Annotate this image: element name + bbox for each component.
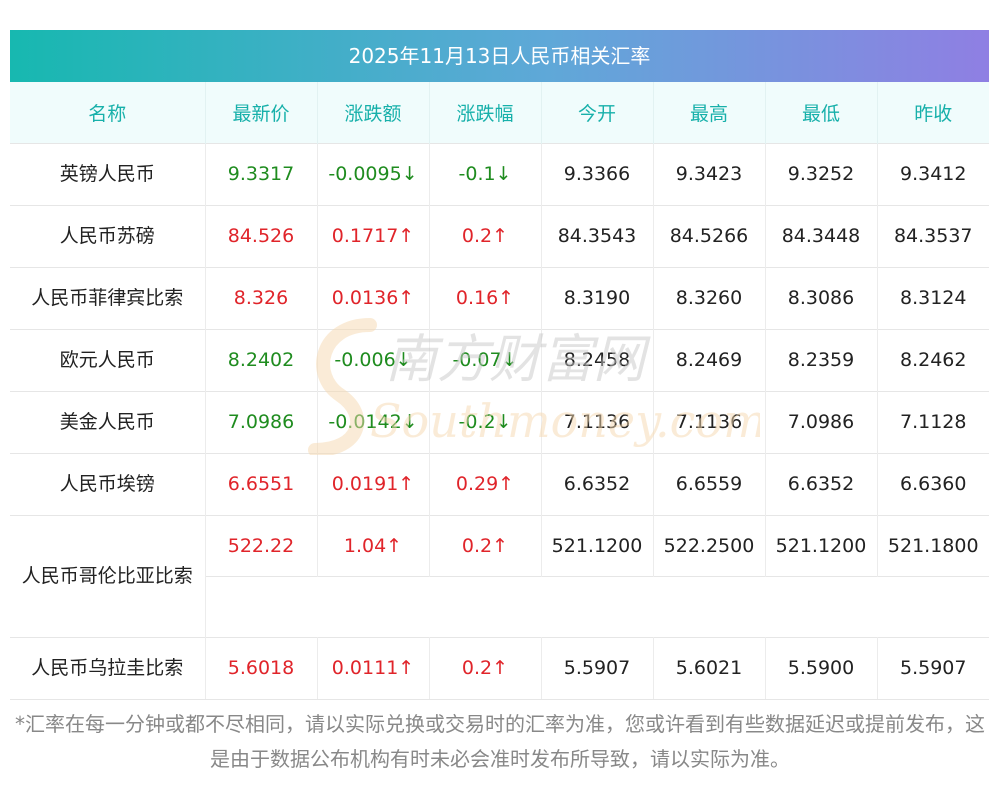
row-high: 8.3260 bbox=[653, 266, 766, 329]
row-open: 521.1200 bbox=[541, 514, 654, 576]
table-row: 人民币乌拉圭比索 5.6018 0.0111↑ 0.2↑ 5.5907 5.60… bbox=[10, 636, 989, 700]
row-name: 人民币菲律宾比索 bbox=[10, 266, 206, 329]
row-low: 8.2359 bbox=[765, 328, 878, 391]
row-change-pct: 0.16↑ bbox=[429, 266, 542, 329]
table-row: 人民币埃镑 6.6551 0.0191↑ 0.29↑ 6.6352 6.6559… bbox=[10, 452, 989, 515]
row-low: 7.0986 bbox=[765, 390, 878, 453]
row-prev-close: 9.3412 bbox=[877, 142, 989, 205]
row-open: 7.1136 bbox=[541, 390, 654, 453]
row-latest: 522.22 bbox=[205, 514, 318, 576]
row-high: 84.5266 bbox=[653, 204, 766, 267]
table-row: 人民币哥伦比亚比索 522.22 1.04↑ 0.2↑ 521.1200 522… bbox=[10, 514, 989, 637]
row-name: 人民币苏磅 bbox=[10, 204, 206, 267]
row-open: 8.2458 bbox=[541, 328, 654, 391]
row-change-pct: 0.2↑ bbox=[429, 636, 542, 700]
row-change: -0.0095↓ bbox=[317, 142, 430, 205]
row-name: 欧元人民币 bbox=[10, 328, 206, 391]
row-latest: 5.6018 bbox=[205, 636, 318, 700]
row-latest: 84.526 bbox=[205, 204, 318, 267]
row-high: 522.2500 bbox=[653, 514, 766, 576]
row-change: 1.04↑ bbox=[317, 514, 430, 576]
row-open: 84.3543 bbox=[541, 204, 654, 267]
row-name: 人民币埃镑 bbox=[10, 452, 206, 515]
row-prev-close: 84.3537 bbox=[877, 204, 989, 267]
header-latest: 最新价 bbox=[205, 82, 318, 143]
row-change-pct: -0.1↓ bbox=[429, 142, 542, 205]
row-open: 6.6352 bbox=[541, 452, 654, 515]
row-change: 0.1717↑ bbox=[317, 204, 430, 267]
empty-cell bbox=[205, 575, 989, 637]
row-change-pct: 0.29↑ bbox=[429, 452, 542, 515]
row-low: 6.6352 bbox=[765, 452, 878, 515]
row-low: 84.3448 bbox=[765, 204, 878, 267]
row-high: 8.2469 bbox=[653, 328, 766, 391]
row-high: 7.1136 bbox=[653, 390, 766, 453]
row-prev-close: 6.6360 bbox=[877, 452, 989, 515]
row-change: -0.0142↓ bbox=[317, 390, 430, 453]
table-row: 英镑人民币 9.3317 -0.0095↓ -0.1↓ 9.3366 9.342… bbox=[10, 142, 989, 205]
row-change-pct: 0.2↑ bbox=[429, 204, 542, 267]
header-change: 涨跌额 bbox=[317, 82, 430, 143]
row-latest: 8.326 bbox=[205, 266, 318, 329]
table-row: 美金人民币 7.0986 -0.0142↓ -0.2↓ 7.1136 7.113… bbox=[10, 390, 989, 453]
row-prev-close: 521.1800 bbox=[877, 514, 989, 576]
header-low: 最低 bbox=[765, 82, 878, 143]
row-latest: 6.6551 bbox=[205, 452, 318, 515]
header-high: 最高 bbox=[653, 82, 766, 143]
row-change: 0.0111↑ bbox=[317, 636, 430, 700]
header-row: 名称 最新价 涨跌额 涨跌幅 今开 最高 最低 昨收 bbox=[10, 82, 989, 143]
row-high: 6.6559 bbox=[653, 452, 766, 515]
row-latest: 8.2402 bbox=[205, 328, 318, 391]
row-low: 5.5900 bbox=[765, 636, 878, 700]
rate-table-panel: 2025年11月13日人民币相关汇率 名称 最新价 涨跌额 涨跌幅 今开 最高 … bbox=[10, 30, 989, 700]
row-prev-close: 8.3124 bbox=[877, 266, 989, 329]
table-title: 2025年11月13日人民币相关汇率 bbox=[10, 30, 989, 82]
table-row: 人民币菲律宾比索 8.326 0.0136↑ 0.16↑ 8.3190 8.32… bbox=[10, 266, 989, 329]
row-change-pct: 0.2↑ bbox=[429, 514, 542, 576]
row-latest: 9.3317 bbox=[205, 142, 318, 205]
row-low: 9.3252 bbox=[765, 142, 878, 205]
row-prev-close: 7.1128 bbox=[877, 390, 989, 453]
row-change: 0.0191↑ bbox=[317, 452, 430, 515]
row-high: 5.6021 bbox=[653, 636, 766, 700]
table-row: 欧元人民币 8.2402 -0.006↓ -0.07↓ 8.2458 8.246… bbox=[10, 328, 989, 391]
row-change-pct: -0.07↓ bbox=[429, 328, 542, 391]
row-name: 英镑人民币 bbox=[10, 142, 206, 205]
table-row: 人民币苏磅 84.526 0.1717↑ 0.2↑ 84.3543 84.526… bbox=[10, 204, 989, 267]
header-prev-close: 昨收 bbox=[877, 82, 989, 143]
row-change: -0.006↓ bbox=[317, 328, 430, 391]
row-name: 人民币哥伦比亚比索 bbox=[10, 514, 206, 637]
row-change: 0.0136↑ bbox=[317, 266, 430, 329]
row-prev-close: 8.2462 bbox=[877, 328, 989, 391]
row-name: 美金人民币 bbox=[10, 390, 206, 453]
row-name: 人民币乌拉圭比索 bbox=[10, 636, 206, 700]
rate-table: 名称 最新价 涨跌额 涨跌幅 今开 最高 最低 昨收 英镑人民币 9.3317 … bbox=[10, 82, 989, 700]
row-open: 5.5907 bbox=[541, 636, 654, 700]
row-change-pct: -0.2↓ bbox=[429, 390, 542, 453]
header-open: 今开 bbox=[541, 82, 654, 143]
row-open: 8.3190 bbox=[541, 266, 654, 329]
row-latest: 7.0986 bbox=[205, 390, 318, 453]
row-high: 9.3423 bbox=[653, 142, 766, 205]
table-row-continuation bbox=[10, 575, 989, 637]
row-open: 9.3366 bbox=[541, 142, 654, 205]
row-low: 521.1200 bbox=[765, 514, 878, 576]
row-prev-close: 5.5907 bbox=[877, 636, 989, 700]
row-low: 8.3086 bbox=[765, 266, 878, 329]
disclaimer-footnote: *汇率在每一分钟或都不尽相同，请以实际兑换或交易时的汇率为准，您或许看到有些数据… bbox=[15, 712, 985, 771]
header-name: 名称 bbox=[10, 82, 206, 143]
header-change-pct: 涨跌幅 bbox=[429, 82, 542, 143]
